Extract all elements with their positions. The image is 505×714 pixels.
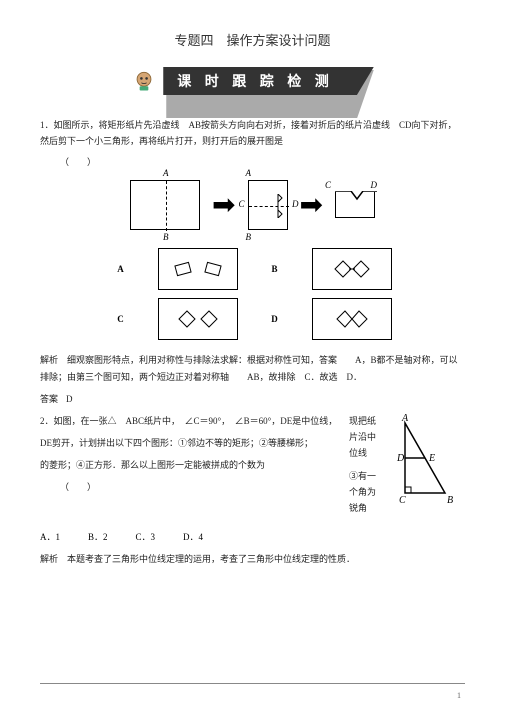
q2-solution: 解析 本题考查了三角形中位线定理的运用，考查了三角形中位线定理的性质． [40,551,465,567]
opt-d [312,298,392,340]
q1: 1．如图所示，将矩形纸片先沿虚线 AB按箭头方向向右对折，接着对折后的纸片沿虚线… [40,117,465,149]
opt-c-label: C [114,314,128,324]
q1-text: 如图所示，将矩形纸片先沿虚线 AB按箭头方向向右对折，接着对折后的纸片沿虚线 C… [40,120,457,146]
svg-text:D: D [396,453,405,464]
q1-paren: （ ） [60,155,465,168]
opt-d-label: D [268,314,282,324]
topic-title: 专题四 操作方案设计问题 [40,30,465,49]
svg-text:A: A [401,413,409,424]
page-number: 1 [457,691,461,700]
q1-answer: 答案D [40,391,465,407]
svg-text:C: C [399,495,406,506]
footer-line [40,683,465,684]
q2-paren: （ ） [60,480,343,493]
banner-text: 课 时 跟 踪 检 测 [163,67,374,95]
q2-options: A．1B．2C．3D．4 [40,530,465,543]
arrow-icon: ➡ [300,188,323,222]
arrow-icon: ➡ [212,188,235,222]
q2: 2．如图，在一张△ ABC纸片中， ∠C＝90°， ∠B＝60°，DE是中位线， [40,413,343,429]
q2-side2: ③有一个角为锐角 [349,468,379,517]
banner: 课 时 跟 踪 检 测 课 时 跟 踪 检 测 [40,67,465,95]
svg-text:B: B [447,495,453,506]
opt-a-label: A [114,264,128,274]
opt-b-label: B [268,264,282,274]
q1-figure: A B ➡ A C D B ➡ C D A B C D [40,180,465,340]
q2-side1: 现把纸片沿中 位线 [349,413,379,462]
q2-line3: 的菱形；④正方形．那么以上图形一定能被拼成的个数为 [40,457,343,473]
svg-text:E: E [428,453,435,464]
q2-figure: A D E C B [385,413,465,522]
opt-c [158,298,238,340]
mascot-icon [131,68,157,94]
q2-line2: DE剪开，计划拼出以下四个图形：①邻边不等的矩形；②等腰梯形； [40,435,343,451]
q1-num: 1． [40,120,54,130]
opt-b [312,248,392,290]
q1-solution: 解析 细观察图形特点，利用对称性与排除法求解：根据对称性可知，答案 A，B都不是… [40,352,465,384]
opt-a [158,248,238,290]
